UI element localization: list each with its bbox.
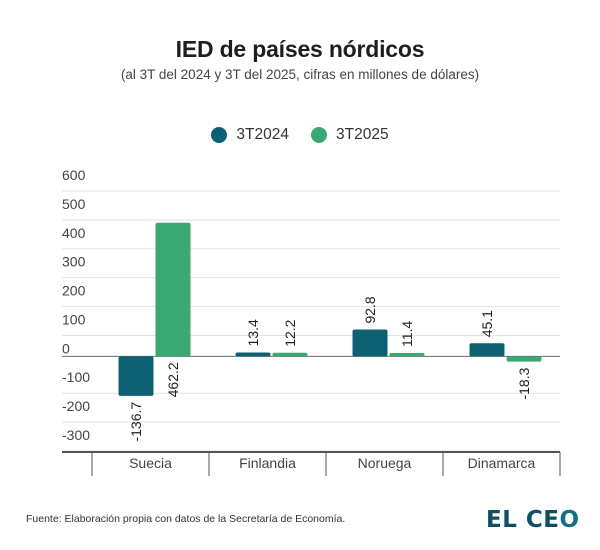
logo-text: EL CE [486,507,560,533]
x-tick-label: Dinamarca [468,455,536,471]
y-tick-label: -200 [62,398,90,414]
data-label: 462.2 [165,362,181,397]
x-tick-label: Suecia [129,455,172,471]
y-tick-label: 600 [62,167,86,183]
bar-3t2025-suecia [155,222,191,357]
bar-3t2025-noruega [389,353,425,357]
x-axis: Suecia Finlandia Noruega Dinamarca [62,451,561,476]
data-label: 13.4 [245,319,261,346]
y-tick-label: 100 [62,311,86,327]
legend-swatch-3t2025 [311,127,327,143]
bars [118,222,542,396]
bar-3t2024-suecia [118,356,154,396]
x-tick-label: Finlandia [239,455,296,471]
y-tick-label: 0 [62,340,70,356]
data-label: -136.7 [128,402,144,442]
legend-label-3t2024: 3T2024 [236,126,289,143]
y-tick-label: -300 [62,427,90,443]
chart-subtitle: (al 3T del 2024 y 3T del 2025, cifras en… [120,67,480,82]
legend-swatch-3t2024 [211,127,228,143]
y-tick-label: 200 [62,283,86,299]
x-tick-label: Noruega [358,455,412,471]
logo-o: O [559,507,580,533]
bar-3t2024-noruega [352,329,388,357]
data-label: 92.8 [362,296,378,323]
el-ceo-logo[interactable]: EL CEO [486,507,580,533]
y-tick-label: -100 [62,369,90,385]
chart-title: IED de países nórdicos [175,36,425,62]
legend-item-3t2025[interactable]: 3T2025 [311,126,389,144]
bar-3t2025-finlandia [272,352,308,357]
bar-chart: 600 500 400 300 200 100 0 -100 -200 -300 -136.7 13… [62,167,561,476]
y-tick-label: 400 [62,225,86,241]
source-note: Fuente: Elaboración propia con datos de … [26,513,346,525]
bar-3t2024-finlandia [235,352,271,357]
y-tick-label: 300 [62,254,86,270]
bar-3t2025-dinamarca [506,356,542,362]
data-label: 45.1 [479,310,495,337]
y-tick-label: 500 [62,196,86,212]
data-label: 11.4 [399,321,415,347]
bar-3t2024-dinamarca [469,343,505,357]
y-axis: 600 500 400 300 200 100 0 -100 -200 -300 [62,167,90,443]
legend-item-3t2024[interactable]: 3T2024 [211,126,289,144]
data-label: 12.2 [282,319,298,346]
data-labels: -136.7 13.4 92.8 45.1 462.2 12.2 11.4 -18.3 [128,296,532,441]
legend-label-3t2025: 3T2025 [336,126,389,143]
chart-legend: 3T2024 3T2025 [0,126,600,144]
data-label: -18.3 [516,367,532,399]
